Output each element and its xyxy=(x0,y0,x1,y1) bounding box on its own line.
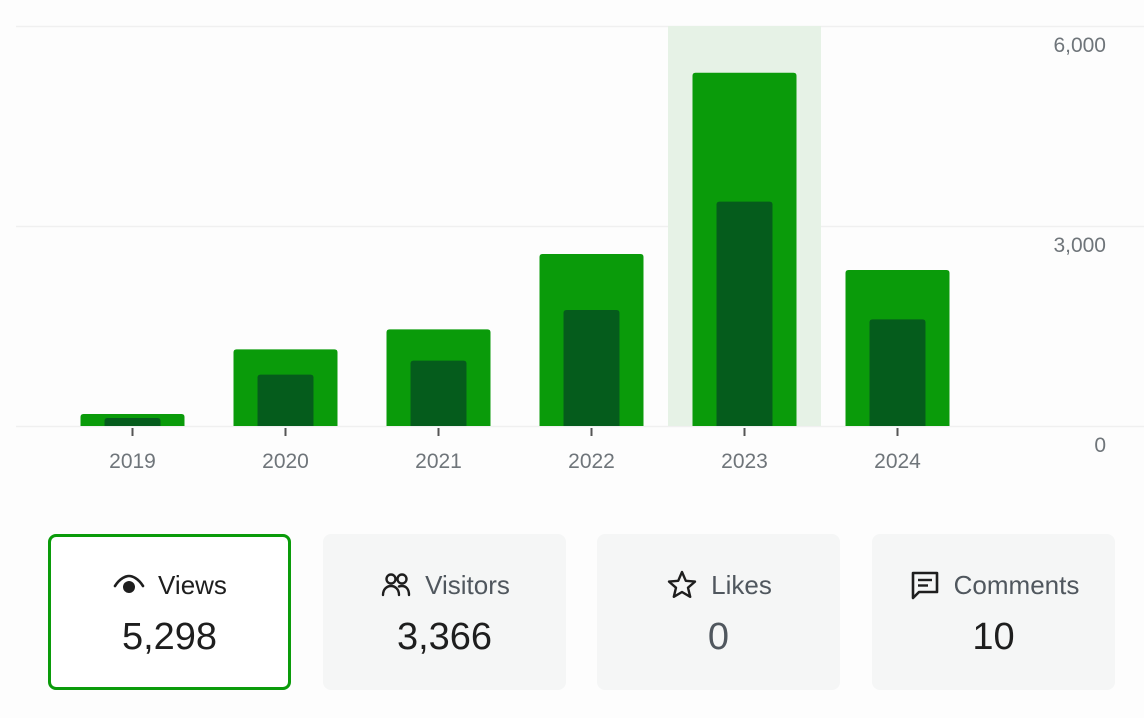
x-tick-label: 2020 xyxy=(262,450,309,473)
visitors-card[interactable]: Visitors 3,366 xyxy=(323,534,566,690)
x-tick-label: 2024 xyxy=(874,450,921,473)
comments-label: Comments xyxy=(953,569,1080,600)
views-card-header: Views xyxy=(51,568,288,602)
bar-visitors[interactable] xyxy=(716,201,773,426)
bar-visitors[interactable] xyxy=(869,319,926,426)
comments-card[interactable]: Comments 10 xyxy=(872,534,1115,690)
visitors-label: Visitors xyxy=(425,569,510,600)
bar-visitors[interactable] xyxy=(104,418,161,426)
x-tick-label: 2019 xyxy=(109,450,156,473)
x-tick-label: 2022 xyxy=(568,450,615,473)
visitors-card-header: Visitors xyxy=(323,568,566,602)
bar-chart: 6,000 3,000 0 2019 2020 2021 2022 2023 2024 xyxy=(16,25,1144,473)
likes-card[interactable]: Likes 0 xyxy=(597,534,840,690)
eye-icon xyxy=(112,568,146,602)
y-tick-label: 3,000 xyxy=(1053,234,1106,257)
views-label: Views xyxy=(158,569,227,600)
comment-icon xyxy=(908,568,942,602)
bar-visitors[interactable] xyxy=(410,360,467,426)
bar-visitors[interactable] xyxy=(563,310,620,426)
y-tick-label: 6,000 xyxy=(1053,34,1106,57)
visitors-value: 3,366 xyxy=(396,616,493,658)
views-card[interactable]: Views 5,298 xyxy=(48,534,291,690)
comments-value: 10 xyxy=(972,616,1015,658)
bar-visitors[interactable] xyxy=(257,374,314,426)
y-tick-label: 0 xyxy=(1094,434,1106,457)
stats-cards: Views 5,298 Visitors 3,366 xyxy=(48,534,1115,690)
people-icon xyxy=(379,568,413,602)
likes-card-header: Likes xyxy=(597,568,840,602)
x-tick-label: 2023 xyxy=(721,450,768,473)
views-value: 5,298 xyxy=(121,616,218,658)
star-icon xyxy=(665,568,699,602)
comments-card-header: Comments xyxy=(872,568,1115,602)
x-tick-label: 2021 xyxy=(415,450,462,473)
likes-label: Likes xyxy=(711,569,772,600)
likes-value: 0 xyxy=(707,616,730,658)
